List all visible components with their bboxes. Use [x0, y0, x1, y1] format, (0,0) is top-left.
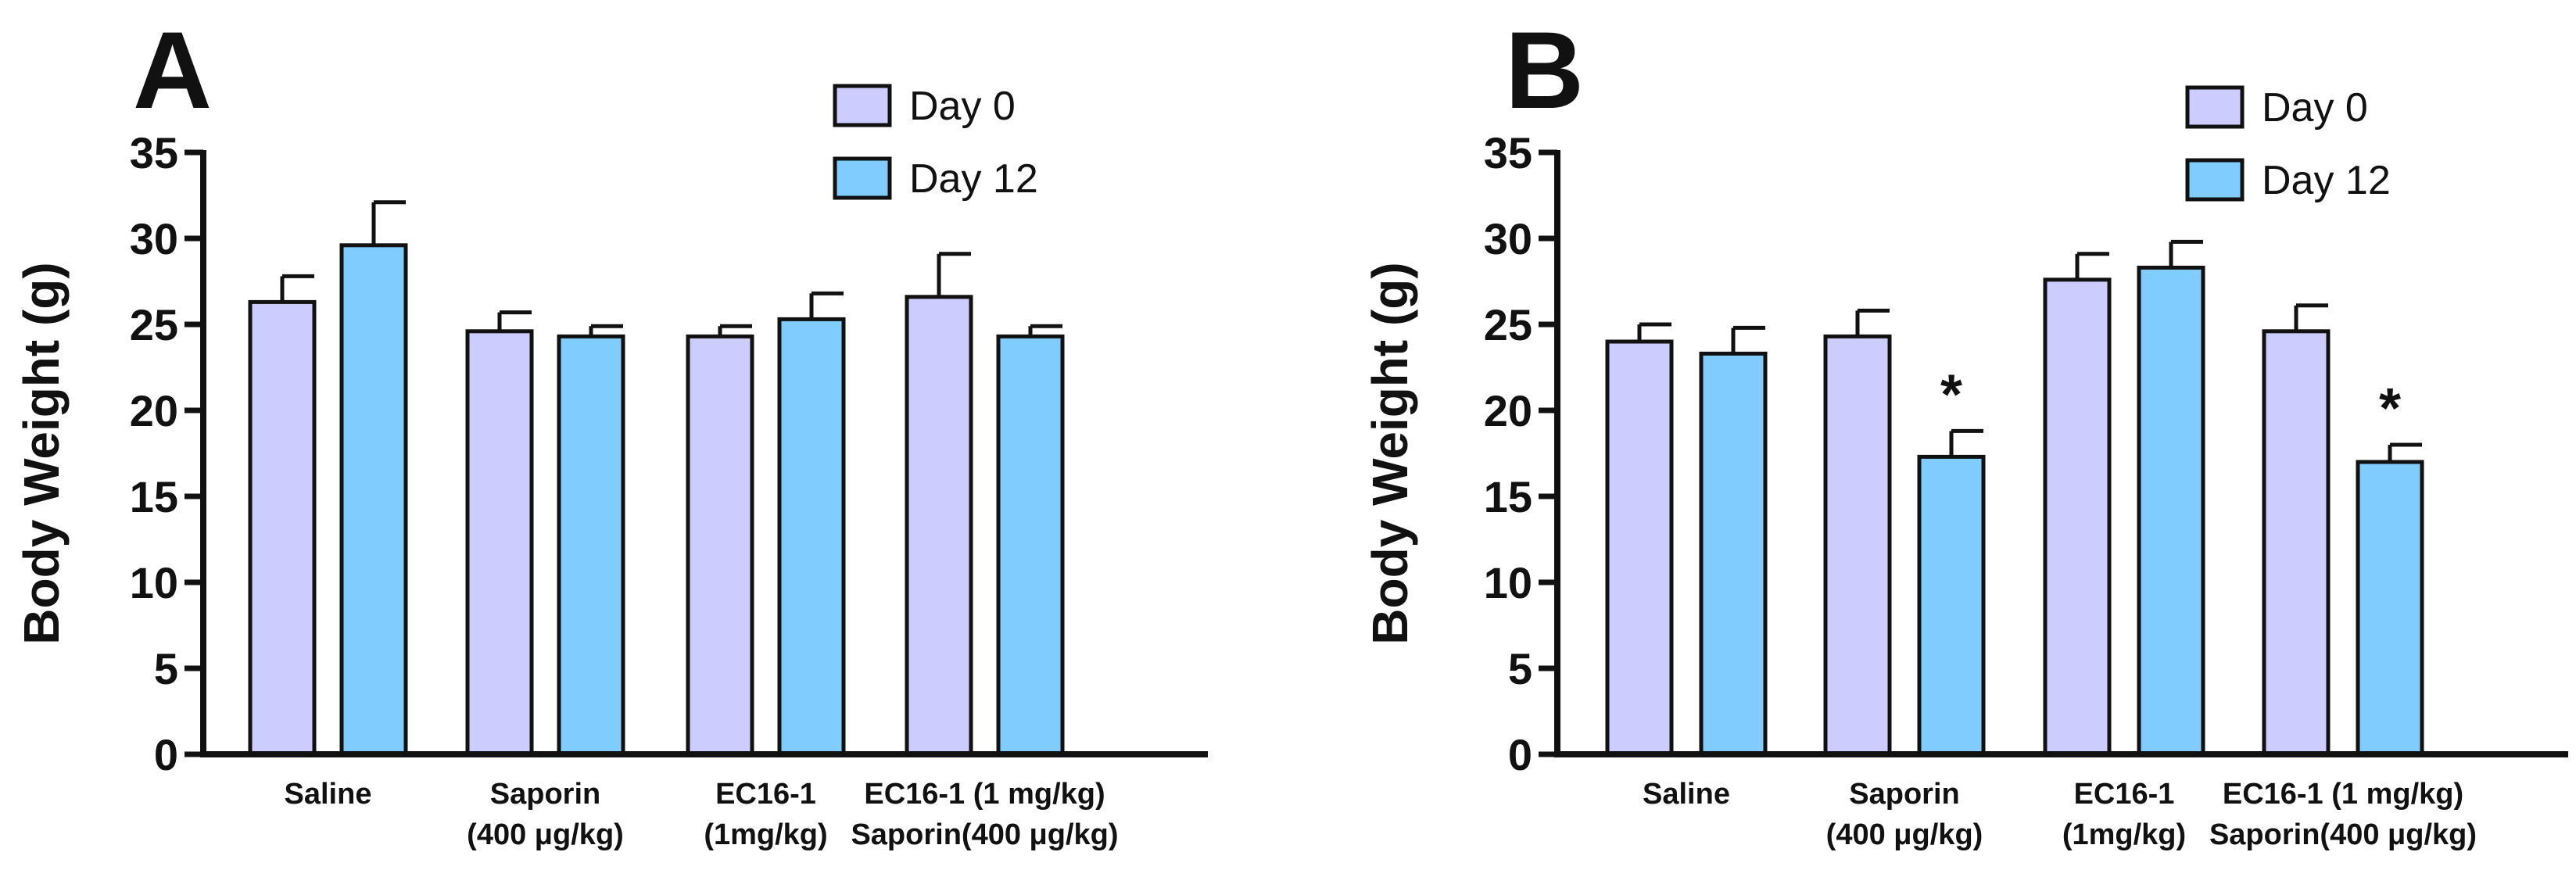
bar	[2356, 460, 2424, 757]
x-tick-label: EC16-1	[715, 778, 816, 811]
legend-swatch	[833, 156, 892, 200]
x-tick-label: Saporin(400 μg/kg)	[851, 818, 1118, 851]
x-tick-label: Saporin	[1849, 778, 1959, 811]
y-tick-label: 10	[130, 558, 178, 607]
bar	[557, 334, 625, 757]
x-tick-label: (1mg/kg)	[704, 818, 827, 851]
bar	[1699, 351, 1768, 757]
bar	[339, 243, 408, 757]
bar	[465, 329, 534, 757]
legend-swatch	[2185, 85, 2245, 129]
y-tick-label: 0	[1508, 730, 1532, 779]
legend-label: Day 12	[909, 156, 1038, 202]
significance-marker: *	[1940, 363, 1962, 426]
y-axis-title: Body Weight (g)	[13, 262, 70, 644]
legend-swatch	[833, 84, 892, 127]
y-tick-label: 0	[154, 730, 178, 779]
bar	[248, 299, 317, 757]
bar	[996, 334, 1065, 757]
x-tick-label: Saline	[285, 778, 372, 811]
bar	[686, 334, 754, 757]
bar	[2137, 265, 2205, 757]
x-tick-label: Saporin	[490, 778, 600, 811]
bar	[905, 295, 973, 757]
y-tick-label: 15	[1484, 472, 1532, 521]
bar	[2262, 329, 2331, 757]
y-tick-label: 10	[1484, 558, 1532, 607]
panel-label-b: B	[1505, 9, 1584, 131]
bar	[1605, 339, 1674, 757]
x-tick-label: (400 μg/kg)	[467, 818, 624, 851]
bar	[1917, 454, 1986, 757]
legend-label: Day 12	[2262, 158, 2391, 203]
x-tick-label: (400 μg/kg)	[1826, 818, 1983, 851]
x-tick-label: EC16-1 (1 mg/kg)	[864, 778, 1105, 811]
x-tick-label: EC16-1	[2074, 778, 2175, 811]
y-tick-label: 15	[130, 472, 178, 521]
y-tick-label: 35	[130, 128, 178, 177]
bar	[1823, 334, 1892, 757]
y-tick-label: 20	[130, 386, 178, 435]
legend-label: Day 0	[2262, 85, 2368, 131]
chart-panel-b: 0 5 10 15 20 25 30 35 Body Weight (g) * * Saline Sap…	[1362, 85, 2568, 851]
y-tick-label: 20	[1484, 386, 1532, 435]
bar	[777, 317, 846, 757]
x-tick-label: EC16-1 (1 mg/kg)	[2223, 778, 2463, 811]
y-tick-label: 30	[1484, 214, 1532, 263]
y-tick-label: 30	[130, 214, 178, 263]
y-axis-title: Body Weight (g)	[1362, 262, 1418, 644]
bar	[2043, 277, 2112, 757]
x-tick-label: (1mg/kg)	[2062, 818, 2186, 851]
y-tick-label: 25	[130, 300, 178, 349]
significance-marker: *	[2379, 378, 2401, 440]
y-tick-label: 35	[1484, 128, 1532, 177]
legend-swatch	[2185, 158, 2245, 202]
y-tick-label: 5	[1508, 644, 1532, 693]
y-tick-label: 25	[1484, 300, 1532, 349]
x-tick-label: Saline	[1643, 778, 1730, 811]
legend-label: Day 0	[909, 84, 1016, 129]
chart-panel-a: 0 5 10 15 20 25 30 35 Body Weight (g) Saline Sapor…	[13, 84, 1208, 851]
y-tick-label: 5	[154, 644, 178, 693]
x-tick-label: Saporin(400 μg/kg)	[2209, 818, 2477, 851]
panel-label-a: A	[133, 9, 212, 131]
